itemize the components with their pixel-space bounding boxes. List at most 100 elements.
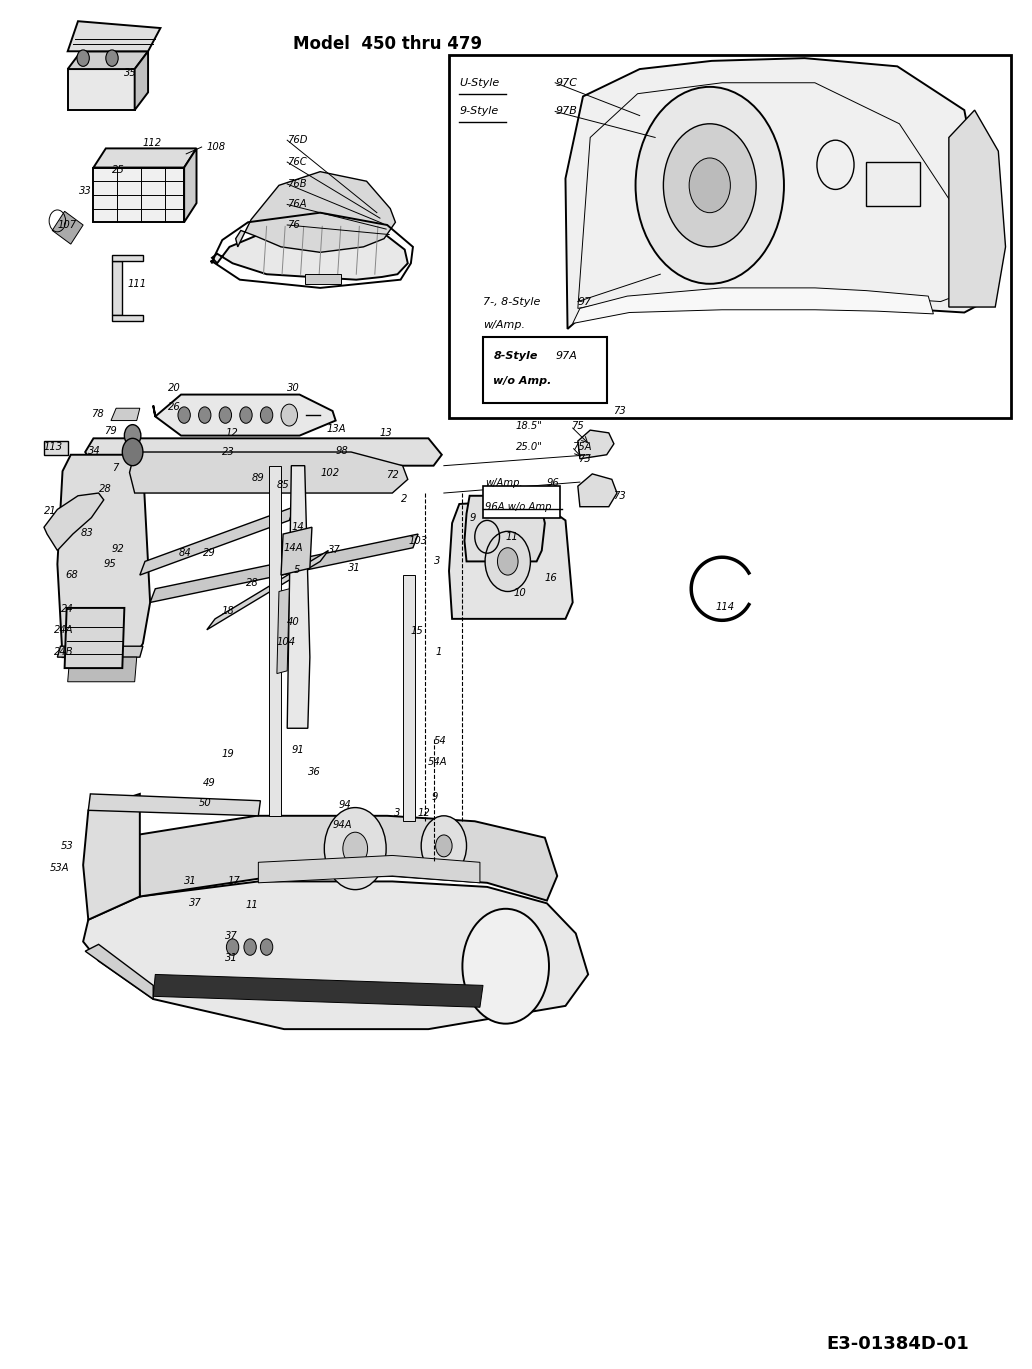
Polygon shape: [134, 51, 148, 110]
Polygon shape: [948, 110, 1005, 307]
Text: 28: 28: [246, 578, 259, 589]
Text: 10: 10: [514, 587, 526, 598]
Text: 9: 9: [470, 512, 476, 523]
Polygon shape: [268, 465, 281, 816]
Polygon shape: [402, 575, 415, 821]
Text: 76A: 76A: [287, 200, 307, 209]
Polygon shape: [139, 507, 294, 575]
Text: 89: 89: [252, 474, 265, 483]
Text: 35: 35: [125, 68, 137, 78]
Text: 7-, 8-Style: 7-, 8-Style: [483, 297, 541, 307]
Polygon shape: [212, 223, 408, 279]
Text: 76D: 76D: [287, 136, 308, 145]
Text: U-Style: U-Style: [459, 78, 499, 88]
Circle shape: [260, 407, 272, 423]
Polygon shape: [84, 794, 139, 920]
Polygon shape: [206, 550, 328, 630]
Polygon shape: [304, 274, 341, 283]
Polygon shape: [566, 57, 990, 329]
Polygon shape: [258, 856, 480, 883]
Text: 83: 83: [82, 527, 94, 538]
Circle shape: [664, 123, 756, 246]
Text: 94: 94: [338, 799, 352, 810]
Text: 111: 111: [128, 279, 147, 289]
Polygon shape: [65, 608, 125, 668]
Polygon shape: [111, 408, 139, 420]
Text: 3: 3: [433, 556, 440, 567]
Text: 3: 3: [394, 808, 400, 819]
Text: Model  450 thru 479: Model 450 thru 479: [293, 36, 482, 53]
Circle shape: [421, 816, 466, 876]
Text: 107: 107: [58, 220, 76, 230]
Circle shape: [226, 939, 238, 956]
Polygon shape: [68, 21, 160, 51]
Circle shape: [219, 407, 231, 423]
Text: 8-Style: 8-Style: [493, 352, 538, 361]
Text: 37: 37: [328, 545, 342, 556]
Circle shape: [281, 404, 297, 426]
Text: w/o Amp.: w/o Amp.: [493, 376, 552, 386]
Text: 92: 92: [112, 543, 125, 554]
Circle shape: [239, 407, 252, 423]
Polygon shape: [449, 500, 573, 619]
Text: 72: 72: [386, 471, 399, 481]
Text: 91: 91: [291, 745, 304, 756]
Text: 5: 5: [293, 564, 299, 575]
Polygon shape: [153, 975, 483, 1008]
Text: 2: 2: [400, 493, 407, 504]
Text: 97: 97: [578, 297, 592, 307]
Text: 95: 95: [104, 559, 117, 570]
Circle shape: [462, 909, 549, 1024]
Polygon shape: [578, 474, 617, 507]
Text: 31: 31: [348, 563, 361, 574]
Text: 53: 53: [61, 841, 73, 852]
Text: 18.5": 18.5": [516, 422, 543, 431]
Text: 18: 18: [221, 605, 234, 616]
Bar: [449, 55, 1010, 418]
Polygon shape: [86, 945, 153, 999]
Text: 114: 114: [716, 601, 735, 612]
Text: 17: 17: [227, 876, 240, 887]
Text: 13: 13: [380, 428, 393, 438]
Circle shape: [106, 49, 119, 66]
Bar: [483, 337, 607, 402]
Circle shape: [343, 832, 367, 865]
Polygon shape: [94, 148, 196, 167]
Bar: [867, 162, 920, 205]
Text: 84: 84: [179, 548, 192, 559]
Text: 31: 31: [184, 876, 197, 887]
Text: 19: 19: [221, 749, 234, 760]
Text: 85: 85: [277, 479, 290, 490]
Text: 76B: 76B: [287, 179, 307, 189]
Text: 75A: 75A: [572, 442, 591, 452]
Text: 53A: 53A: [51, 862, 70, 873]
Polygon shape: [53, 211, 84, 244]
Polygon shape: [281, 527, 312, 575]
Polygon shape: [277, 589, 289, 674]
Text: 113: 113: [44, 442, 63, 452]
Text: w/Amp.: w/Amp.: [485, 478, 522, 489]
Text: w/Amp.: w/Amp.: [483, 320, 525, 330]
Text: 33: 33: [79, 186, 92, 196]
Text: 98: 98: [335, 446, 349, 456]
Text: 37: 37: [225, 931, 238, 941]
Text: 25.0": 25.0": [516, 442, 543, 452]
Polygon shape: [235, 171, 395, 252]
Text: 9: 9: [431, 791, 438, 802]
Polygon shape: [287, 465, 310, 728]
Circle shape: [636, 86, 784, 283]
Text: 24B: 24B: [55, 646, 74, 657]
Circle shape: [436, 835, 452, 857]
Text: 37: 37: [189, 898, 202, 908]
Text: 76: 76: [287, 220, 300, 230]
Text: 104: 104: [277, 637, 296, 648]
Polygon shape: [94, 167, 184, 222]
Circle shape: [125, 424, 140, 446]
Polygon shape: [590, 378, 630, 411]
Text: 25: 25: [112, 166, 125, 175]
Polygon shape: [84, 882, 588, 1029]
Circle shape: [198, 407, 211, 423]
Polygon shape: [112, 315, 142, 320]
Text: 36: 36: [308, 767, 321, 778]
Circle shape: [689, 157, 731, 212]
